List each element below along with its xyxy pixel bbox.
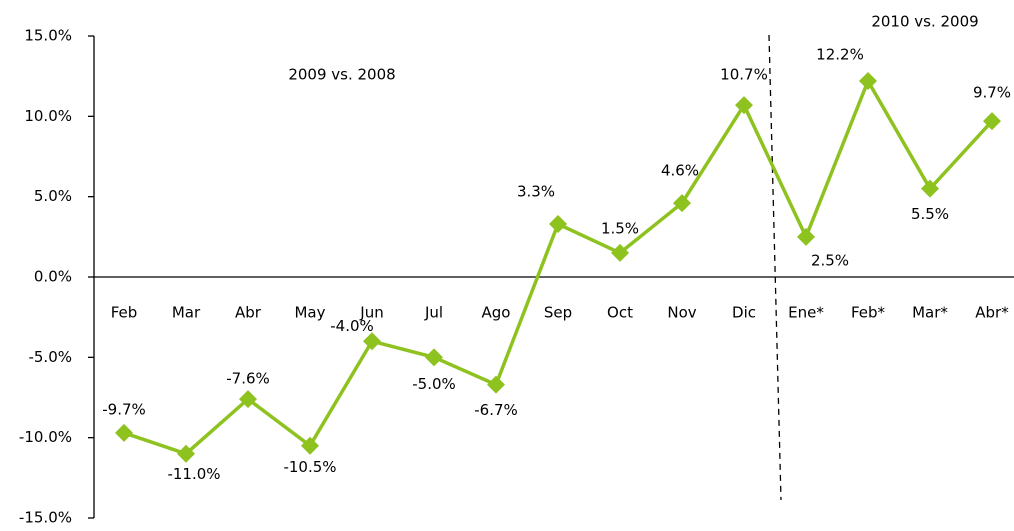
y-tick-label: -10.0% bbox=[19, 428, 72, 446]
marker bbox=[301, 436, 319, 455]
value-label: -4.0% bbox=[330, 317, 374, 335]
x-tick-label: Nov bbox=[667, 304, 696, 322]
value-label: 1.5% bbox=[601, 219, 639, 237]
marker bbox=[673, 194, 691, 213]
value-label: 12.2% bbox=[816, 45, 864, 63]
value-label: 9.7% bbox=[973, 84, 1011, 102]
value-label: 10.7% bbox=[720, 66, 768, 84]
x-tick-label: Abr bbox=[235, 304, 262, 322]
x-tick-label: May bbox=[294, 304, 325, 322]
marker bbox=[487, 375, 505, 394]
marker bbox=[425, 348, 443, 367]
y-tick-label: -5.0% bbox=[28, 348, 72, 366]
annotation: 2010 vs. 2009 bbox=[871, 13, 978, 31]
y-tick-label: 10.0% bbox=[24, 107, 72, 125]
x-tick-label: Ago bbox=[482, 304, 511, 322]
divider bbox=[768, 34, 782, 501]
marker bbox=[239, 390, 257, 409]
marker bbox=[115, 423, 133, 442]
marker bbox=[921, 179, 939, 198]
value-label: 5.5% bbox=[911, 205, 949, 223]
value-label: -10.5% bbox=[283, 458, 336, 476]
value-label: -6.7% bbox=[474, 401, 518, 419]
y-tick-label: 0.0% bbox=[34, 268, 72, 286]
value-label: 2.5% bbox=[811, 251, 849, 269]
value-label: -9.7% bbox=[102, 400, 146, 418]
value-label: -11.0% bbox=[167, 465, 220, 483]
value-label: -7.6% bbox=[226, 370, 270, 388]
x-tick-label: Jun bbox=[359, 304, 383, 322]
marker bbox=[363, 332, 381, 351]
x-tick-label: Feb* bbox=[851, 304, 886, 322]
x-tick-label: Ene* bbox=[788, 304, 824, 322]
value-label: 3.3% bbox=[517, 182, 555, 200]
x-tick-label: Jul bbox=[424, 304, 443, 322]
annotation: 2009 vs. 2008 bbox=[288, 66, 395, 84]
x-tick-label: Feb bbox=[111, 304, 138, 322]
x-tick-label: Mar bbox=[172, 304, 201, 322]
marker bbox=[797, 227, 815, 246]
x-tick-label: Abr* bbox=[975, 304, 1009, 322]
marker bbox=[859, 71, 877, 90]
x-tick-label: Mar* bbox=[912, 304, 948, 322]
y-tick-label: -15.0% bbox=[19, 509, 72, 527]
x-tick-label: Dic bbox=[732, 304, 756, 322]
marker bbox=[735, 96, 753, 115]
x-tick-label: Oct bbox=[607, 304, 633, 322]
marker bbox=[983, 112, 1001, 131]
marker bbox=[611, 243, 629, 262]
y-tick-label: 15.0% bbox=[24, 27, 72, 45]
x-tick-label: Sep bbox=[544, 304, 572, 322]
marker bbox=[177, 444, 195, 463]
value-label: -5.0% bbox=[412, 375, 456, 393]
value-label: 4.6% bbox=[661, 162, 699, 180]
marker bbox=[549, 214, 567, 233]
y-tick-label: 5.0% bbox=[34, 187, 72, 205]
